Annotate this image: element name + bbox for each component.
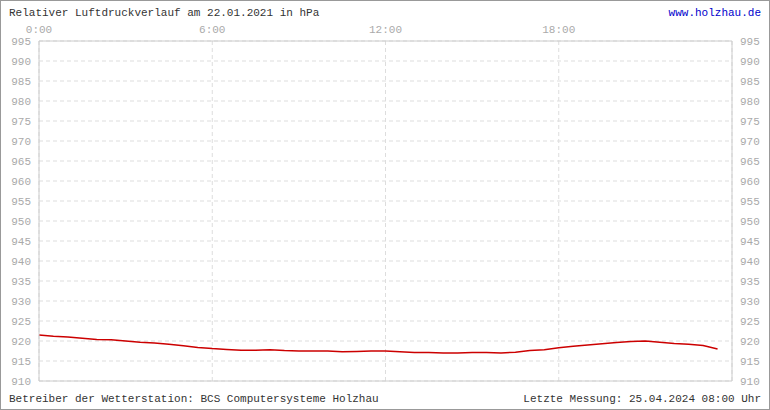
svg-text:965: 965 bbox=[11, 156, 31, 168]
svg-text:930: 930 bbox=[740, 296, 760, 308]
svg-text:990: 990 bbox=[11, 56, 31, 68]
svg-text:945: 945 bbox=[740, 236, 760, 248]
svg-text:970: 970 bbox=[11, 136, 31, 148]
svg-text:975: 975 bbox=[11, 116, 31, 128]
svg-text:945: 945 bbox=[11, 236, 31, 248]
svg-text:925: 925 bbox=[11, 316, 31, 328]
svg-text:910: 910 bbox=[11, 376, 31, 388]
svg-text:920: 920 bbox=[11, 336, 31, 348]
svg-text:12:00: 12:00 bbox=[369, 24, 402, 36]
svg-text:935: 935 bbox=[740, 276, 760, 288]
svg-text:970: 970 bbox=[740, 136, 760, 148]
svg-text:985: 985 bbox=[740, 76, 760, 88]
svg-text:950: 950 bbox=[740, 216, 760, 228]
html-text:Letzte Messung: 25.04.2024 08:: Letzte Messung: 25.04.2024 08:00 Uhr bbox=[523, 393, 761, 405]
svg-text:910: 910 bbox=[740, 376, 760, 388]
svg-text:940: 940 bbox=[740, 256, 760, 268]
svg-text:18:00: 18:00 bbox=[542, 24, 575, 36]
svg-text:915: 915 bbox=[11, 356, 31, 368]
html-text:Betreiber der Wetterstation: B: Betreiber der Wetterstation: BCS Compute… bbox=[9, 393, 379, 405]
svg-text:965: 965 bbox=[740, 156, 760, 168]
svg-text:980: 980 bbox=[740, 96, 760, 108]
svg-text:955: 955 bbox=[11, 196, 31, 208]
svg-text:980: 980 bbox=[11, 96, 31, 108]
svg-text:930: 930 bbox=[11, 296, 31, 308]
svg-text:995: 995 bbox=[740, 36, 760, 48]
svg-text:915: 915 bbox=[740, 356, 760, 368]
svg-text:990: 990 bbox=[740, 56, 760, 68]
svg-text:920: 920 bbox=[740, 336, 760, 348]
svg-text:985: 985 bbox=[11, 76, 31, 88]
svg-text:940: 940 bbox=[11, 256, 31, 268]
svg-text:925: 925 bbox=[740, 316, 760, 328]
html-text:www.holzhau.de: www.holzhau.de bbox=[668, 7, 761, 19]
svg-text:960: 960 bbox=[740, 176, 760, 188]
svg-text:955: 955 bbox=[740, 196, 760, 208]
svg-text:6:00: 6:00 bbox=[199, 24, 225, 36]
svg-text:975: 975 bbox=[740, 116, 760, 128]
svg-text:950: 950 bbox=[11, 216, 31, 228]
svg-text:995: 995 bbox=[11, 36, 31, 48]
svg-text:0:00: 0:00 bbox=[26, 24, 52, 36]
svg-text:935: 935 bbox=[11, 276, 31, 288]
svg-text:960: 960 bbox=[11, 176, 31, 188]
html-text:Relativer Luftdruckverlauf am: Relativer Luftdruckverlauf am 22.01.2021… bbox=[9, 7, 320, 19]
